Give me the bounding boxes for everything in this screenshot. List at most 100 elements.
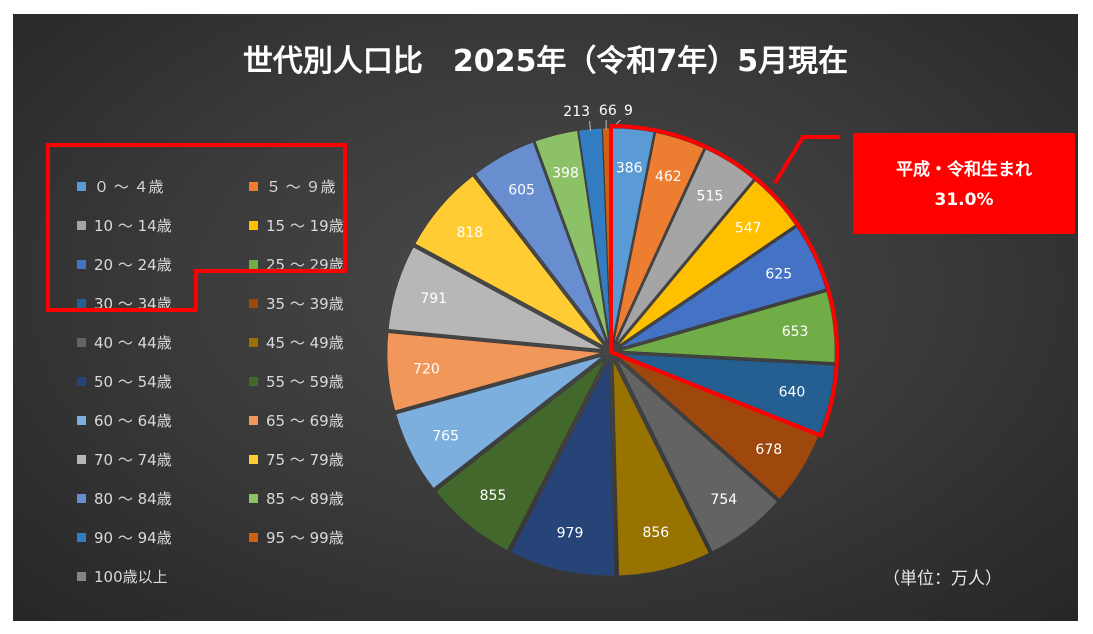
pie-slice [386, 332, 603, 412]
data-label: 855 [480, 488, 507, 504]
legend-label: 85 ～ 89歳 [266, 490, 344, 508]
data-label: 547 [735, 220, 762, 236]
legend-label: 40 ～ 44歳 [94, 334, 172, 352]
pie-slice [618, 226, 827, 349]
legend-swatch [77, 260, 86, 269]
legend-item: 100歳以上 [77, 568, 168, 586]
pie-slice [435, 358, 606, 551]
legend-swatch [77, 338, 86, 347]
legend-item: 15 ～ 19歳 [249, 217, 344, 235]
pie-slice [510, 360, 615, 577]
legend-highlight-box [46, 143, 347, 312]
legend-item: 50 ～ 54歳 [77, 373, 172, 391]
legend-label: ５ ～ ９歳 [266, 178, 336, 196]
leader-line [589, 120, 592, 131]
pie-slice [474, 141, 607, 345]
legend-item: 35 ～ 39歳 [249, 295, 344, 313]
legend-swatch [77, 221, 86, 230]
legend-label: ０ ～ ４歳 [94, 178, 164, 196]
pie-slice [617, 180, 796, 347]
data-label: 213 [563, 104, 590, 120]
legend-item: ０ ～ ４歳 [77, 178, 164, 196]
legend-label: 70 ～ 74歳 [94, 451, 172, 469]
legend-label: 60 ～ 64歳 [94, 412, 172, 430]
legend-swatch [249, 338, 258, 347]
legend-swatch [249, 377, 258, 386]
data-label: 818 [456, 225, 483, 241]
data-label: 625 [765, 266, 792, 282]
legend-item: 80 ～ 84歳 [77, 490, 172, 508]
legend-label: 15 ～ 19歳 [266, 217, 344, 235]
data-label: 979 [557, 526, 584, 542]
pie-slice [534, 130, 610, 344]
data-label: 720 [413, 362, 440, 378]
legend-label: 100歳以上 [94, 568, 168, 586]
legend-swatch [77, 416, 86, 425]
callout-percentage: 31.0% [934, 190, 994, 210]
data-label: 66 [599, 103, 617, 119]
legend-label: 55 ～ 59歳 [266, 373, 344, 391]
data-label: 640 [779, 385, 806, 401]
legend-swatch [249, 299, 258, 308]
pie-slice [619, 291, 836, 363]
legend-item: 55 ～ 59歳 [249, 373, 344, 391]
data-label: 856 [642, 525, 669, 541]
legend-label: 75 ～ 79歳 [266, 451, 344, 469]
legend-label: 35 ～ 39歳 [266, 295, 344, 313]
data-label: 9 [624, 103, 633, 119]
highlight-callout: 平成・令和生まれ 31.0% [853, 133, 1075, 234]
legend-label: 95 ～ 99歳 [266, 529, 344, 547]
data-label: 653 [782, 324, 809, 340]
legend-swatch [77, 455, 86, 464]
data-label: 765 [432, 429, 459, 445]
legend-item: 70 ～ 74歳 [77, 451, 172, 469]
legend-label: 90 ～ 94歳 [94, 529, 172, 547]
legend-item: 90 ～ 94歳 [77, 529, 172, 547]
legend-swatch [249, 494, 258, 503]
pie-slice [616, 358, 778, 552]
legend-item: 20 ～ 24歳 [77, 256, 172, 274]
legend-label: 65 ～ 69歳 [266, 412, 344, 430]
legend-swatch [249, 260, 258, 269]
pie-slice [395, 355, 604, 489]
legend-item: 10 ～ 14歳 [77, 217, 172, 235]
unit-label: （単位：万人） [883, 569, 1002, 589]
legend-item: ５ ～ ９歳 [249, 178, 336, 196]
pie-slice [612, 360, 710, 576]
legend-label: 10 ～ 14歳 [94, 217, 172, 235]
legend-item: 45 ～ 49歳 [249, 334, 344, 352]
legend-swatch [249, 221, 258, 230]
data-label: 605 [508, 183, 535, 199]
pie-slice [414, 175, 605, 347]
legend-swatch [77, 299, 86, 308]
legend-swatch [249, 533, 258, 542]
legend-item: 95 ～ 99歳 [249, 529, 344, 547]
legend-label: 50 ～ 54歳 [94, 373, 172, 391]
legend-item: 40 ～ 44歳 [77, 334, 172, 352]
data-label: 462 [655, 169, 682, 185]
legend-swatch [77, 377, 86, 386]
legend-swatch [77, 182, 86, 191]
data-label: 398 [552, 165, 579, 181]
callout-title: 平成・令和生まれ [896, 160, 1032, 180]
legend-swatch [249, 416, 258, 425]
legend-swatch [77, 572, 86, 581]
pie-slice [613, 132, 705, 344]
chart-title: 世代別人口比 2025年（令和7年）5月現在 [242, 44, 849, 79]
legend-swatch [249, 455, 258, 464]
pie-slice [615, 148, 754, 345]
data-label: 515 [697, 188, 724, 204]
data-label: 791 [420, 291, 447, 307]
legend-item: 65 ～ 69歳 [249, 412, 344, 430]
callout-connector [773, 135, 840, 185]
legend-label: 80 ～ 84歳 [94, 490, 172, 508]
pie-slice [388, 246, 603, 350]
legend-swatch [77, 533, 86, 542]
data-label: 386 [616, 161, 643, 177]
legend-item: 75 ～ 79歳 [249, 451, 344, 469]
legend-swatch [77, 494, 86, 503]
legend-item: 85 ～ 89歳 [249, 490, 344, 508]
legend-item: 60 ～ 64歳 [77, 412, 172, 430]
legend-label: 20 ～ 24歳 [94, 256, 172, 274]
